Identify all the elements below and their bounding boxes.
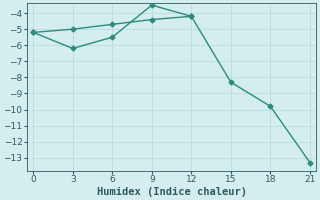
X-axis label: Humidex (Indice chaleur): Humidex (Indice chaleur) xyxy=(97,186,246,197)
